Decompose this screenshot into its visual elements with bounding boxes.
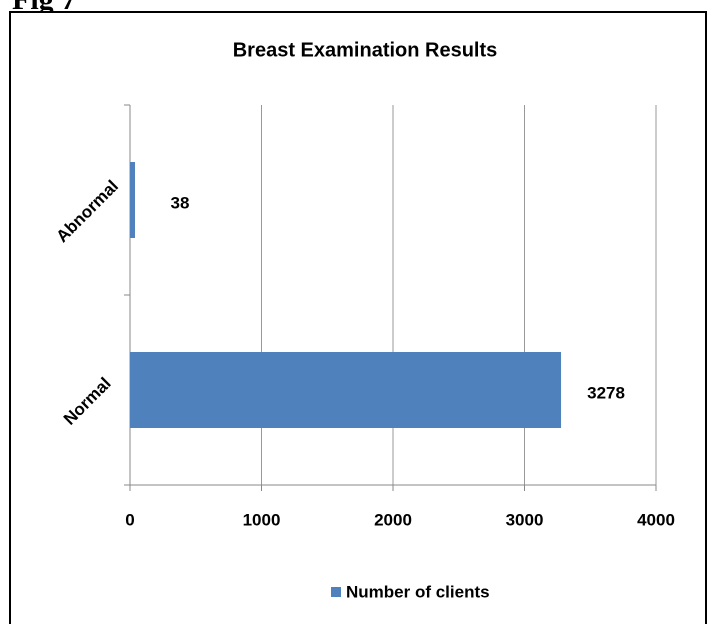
- chart-title: Breast Examination Results: [233, 39, 498, 61]
- legend-label: Number of clients: [346, 582, 490, 601]
- bar: [130, 352, 562, 428]
- legend-swatch: [331, 587, 341, 597]
- value-label: 3278: [587, 383, 625, 402]
- x-tick-label: 2000: [374, 510, 412, 529]
- x-tick-label: 1000: [243, 510, 281, 529]
- chart-frame: [9, 11, 707, 624]
- bar: [130, 162, 135, 238]
- x-tick-label: 3000: [506, 510, 544, 529]
- value-label: 38: [171, 193, 190, 212]
- x-tick-label: 0: [125, 510, 134, 529]
- x-tick-label: 4000: [637, 510, 675, 529]
